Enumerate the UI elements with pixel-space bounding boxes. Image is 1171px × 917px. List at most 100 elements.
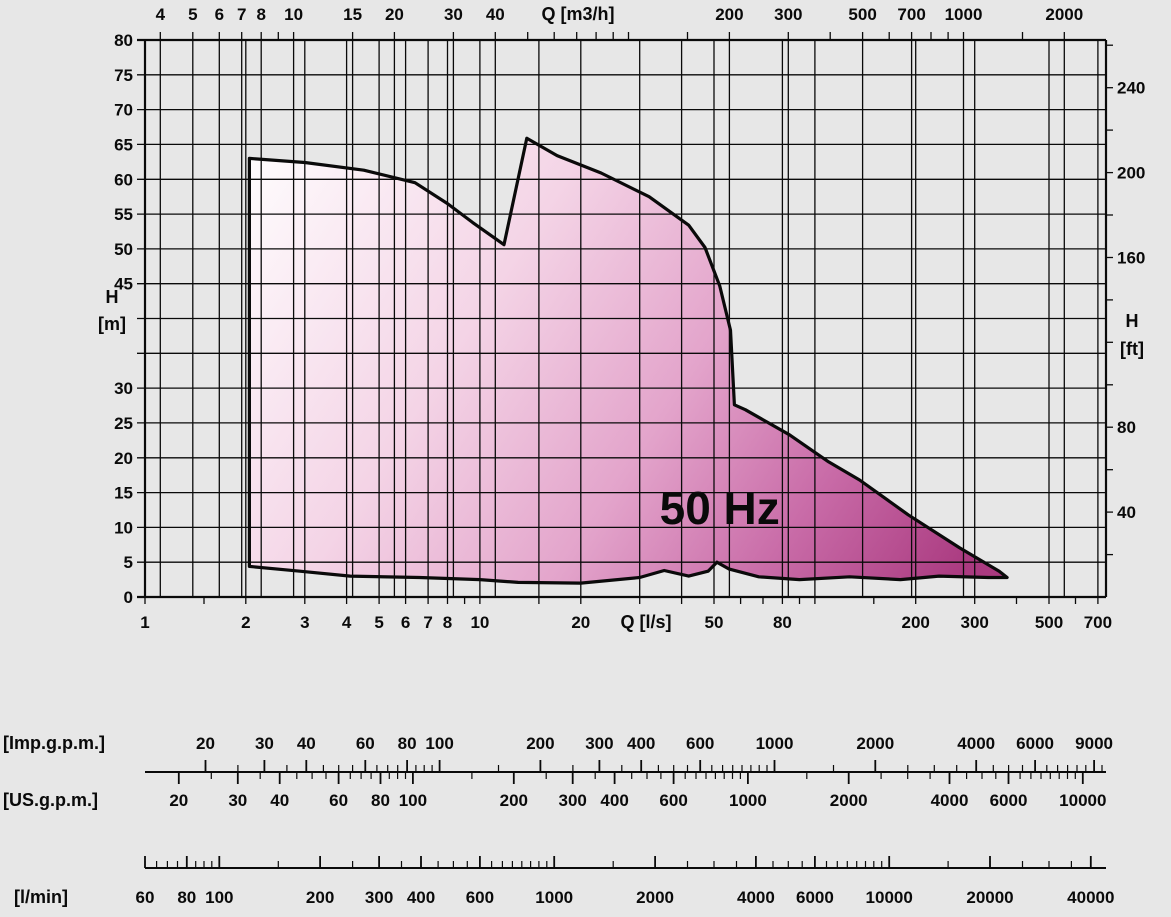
top-tick-label: 200 <box>715 5 743 24</box>
l-min-scale-ticks <box>144 856 1092 868</box>
top-axis-title: Q [m3/h] <box>541 4 614 24</box>
top-tick-label: 700 <box>897 5 925 24</box>
us-gpm-scale-labels: 20 30 40 60 80 100 200 300 400 600 1000 2000 4000 600… <box>169 791 1106 810</box>
right-axis-title: H [ft] <box>1120 311 1144 359</box>
scale-tick-label: 10000 <box>866 888 913 907</box>
scale-tick-label: 4000 <box>737 888 775 907</box>
bottom-tick-label: 3 <box>300 613 309 632</box>
bottom-tick-label: 200 <box>902 613 930 632</box>
right-axis-labels: 240 200 160 80 40 <box>1117 79 1145 522</box>
imp-gpm-scale-ticks <box>204 760 1103 772</box>
top-tick-label: 2000 <box>1045 5 1083 24</box>
left-tick-label: 0 <box>124 588 133 607</box>
l-min-scale-name: [l/min] <box>14 887 68 907</box>
imp-gpm-scale-labels: 20 30 40 60 80 100 200 300 400 600 1000 2000 4000 600… <box>196 734 1113 753</box>
right-tick-label: 200 <box>1117 164 1145 183</box>
scale-tick-label: 2000 <box>636 888 674 907</box>
bottom-tick-label: 8 <box>443 613 452 632</box>
scale-tick-label: 40000 <box>1067 888 1114 907</box>
scale-tick-label: 30 <box>255 734 274 753</box>
scale-tick-label: 60 <box>356 734 375 753</box>
left-tick-label: 50 <box>114 240 133 259</box>
top-tick-label: 5 <box>188 5 197 24</box>
scale-tick-label: 200 <box>526 734 554 753</box>
top-tick-label: 15 <box>343 5 362 24</box>
svg-text:[m]: [m] <box>98 314 126 334</box>
scale-tick-label: 300 <box>365 888 393 907</box>
bottom-tick-label: 5 <box>374 613 383 632</box>
top-tick-label: 30 <box>444 5 463 24</box>
bottom-tick-label: 500 <box>1035 613 1063 632</box>
left-tick-label: 10 <box>114 518 133 537</box>
bottom-tick-label: 80 <box>773 613 792 632</box>
scale-tick-label: 6000 <box>1016 734 1054 753</box>
bottom-tick-label: 20 <box>571 613 590 632</box>
l-min-scale-labels: 60 80 100 200 300 400 600 1000 2000 4000 6000 10000… <box>136 888 1115 907</box>
left-tick-label: 70 <box>114 101 133 120</box>
scale-tick-label: 80 <box>398 734 417 753</box>
grid <box>137 38 1108 599</box>
scale-tick-label: 80 <box>177 888 196 907</box>
left-tick-label: 45 <box>114 275 133 294</box>
scale-tick-label: 6000 <box>796 888 834 907</box>
bottom-tick-label: 7 <box>423 613 432 632</box>
scale-tick-label: 600 <box>466 888 494 907</box>
scale-tick-label: 1000 <box>535 888 573 907</box>
right-tick-label: 40 <box>1117 503 1136 522</box>
top-tick-label: 4 <box>156 5 166 24</box>
bottom-tick-label: 6 <box>401 613 410 632</box>
scale-tick-label: 80 <box>371 791 390 810</box>
left-tick-label: 30 <box>114 379 133 398</box>
left-tick-label: 20 <box>114 449 133 468</box>
scale-tick-label: 300 <box>559 791 587 810</box>
scale-tick-label: 200 <box>500 791 528 810</box>
left-axis-title: H [m] <box>98 287 126 334</box>
svg-text:H: H <box>1126 311 1139 331</box>
top-tick-label: 7 <box>237 5 246 24</box>
scale-tick-label: 4000 <box>931 791 969 810</box>
top-tick-label: 6 <box>215 5 224 24</box>
bottom-tick-label: 50 <box>705 613 724 632</box>
scale-tick-label: 40 <box>270 791 289 810</box>
top-tick-label: 40 <box>486 5 505 24</box>
scale-tick-label: 100 <box>399 791 427 810</box>
scale-tick-label: 400 <box>600 791 628 810</box>
bottom-axis-title: Q [l/s] <box>620 612 671 632</box>
scale-tick-label: 4000 <box>957 734 995 753</box>
scale-tick-label: 20 <box>196 734 215 753</box>
bottom-tick-label: 2 <box>241 613 250 632</box>
left-tick-label: 55 <box>114 205 133 224</box>
scale-tick-label: 30 <box>228 791 247 810</box>
scale-tick-label: 200 <box>306 888 334 907</box>
scale-tick-label: 100 <box>425 734 453 753</box>
us-gpm-scale-ticks <box>177 772 1084 784</box>
svg-text:H: H <box>106 287 119 307</box>
left-tick-label: 65 <box>114 135 133 154</box>
scale-tick-label: 20 <box>169 791 188 810</box>
lower-scales: 20 30 40 60 80 100 200 300 400 600 1000 2000 4000 600… <box>3 733 1114 907</box>
left-tick-label: 15 <box>114 484 133 503</box>
top-tick-label: 8 <box>256 5 265 24</box>
scale-tick-label: 10000 <box>1059 791 1106 810</box>
top-tick-label: 10 <box>284 5 303 24</box>
left-tick-label: 60 <box>114 170 133 189</box>
top-tick-label: 20 <box>385 5 404 24</box>
scale-tick-label: 1000 <box>729 791 767 810</box>
scale-tick-label: 2000 <box>856 734 894 753</box>
left-tick-label: 80 <box>114 31 133 50</box>
bottom-tick-label: 10 <box>470 613 489 632</box>
scale-tick-label: 600 <box>686 734 714 753</box>
top-axis-labels: 4 5 6 7 8 10 15 20 30 40 200 300 500 700 1000 2000 Q [m3… <box>156 4 1084 24</box>
scale-tick-label: 60 <box>329 791 348 810</box>
svg-text:[ft]: [ft] <box>1120 339 1144 359</box>
left-tick-label: 75 <box>114 66 133 85</box>
scale-tick-label: 9000 <box>1075 734 1113 753</box>
scale-tick-label: 400 <box>627 734 655 753</box>
left-tick-label: 5 <box>124 553 133 572</box>
scale-tick-label: 60 <box>136 888 155 907</box>
top-tick-label: 1000 <box>945 5 983 24</box>
scale-tick-label: 400 <box>407 888 435 907</box>
